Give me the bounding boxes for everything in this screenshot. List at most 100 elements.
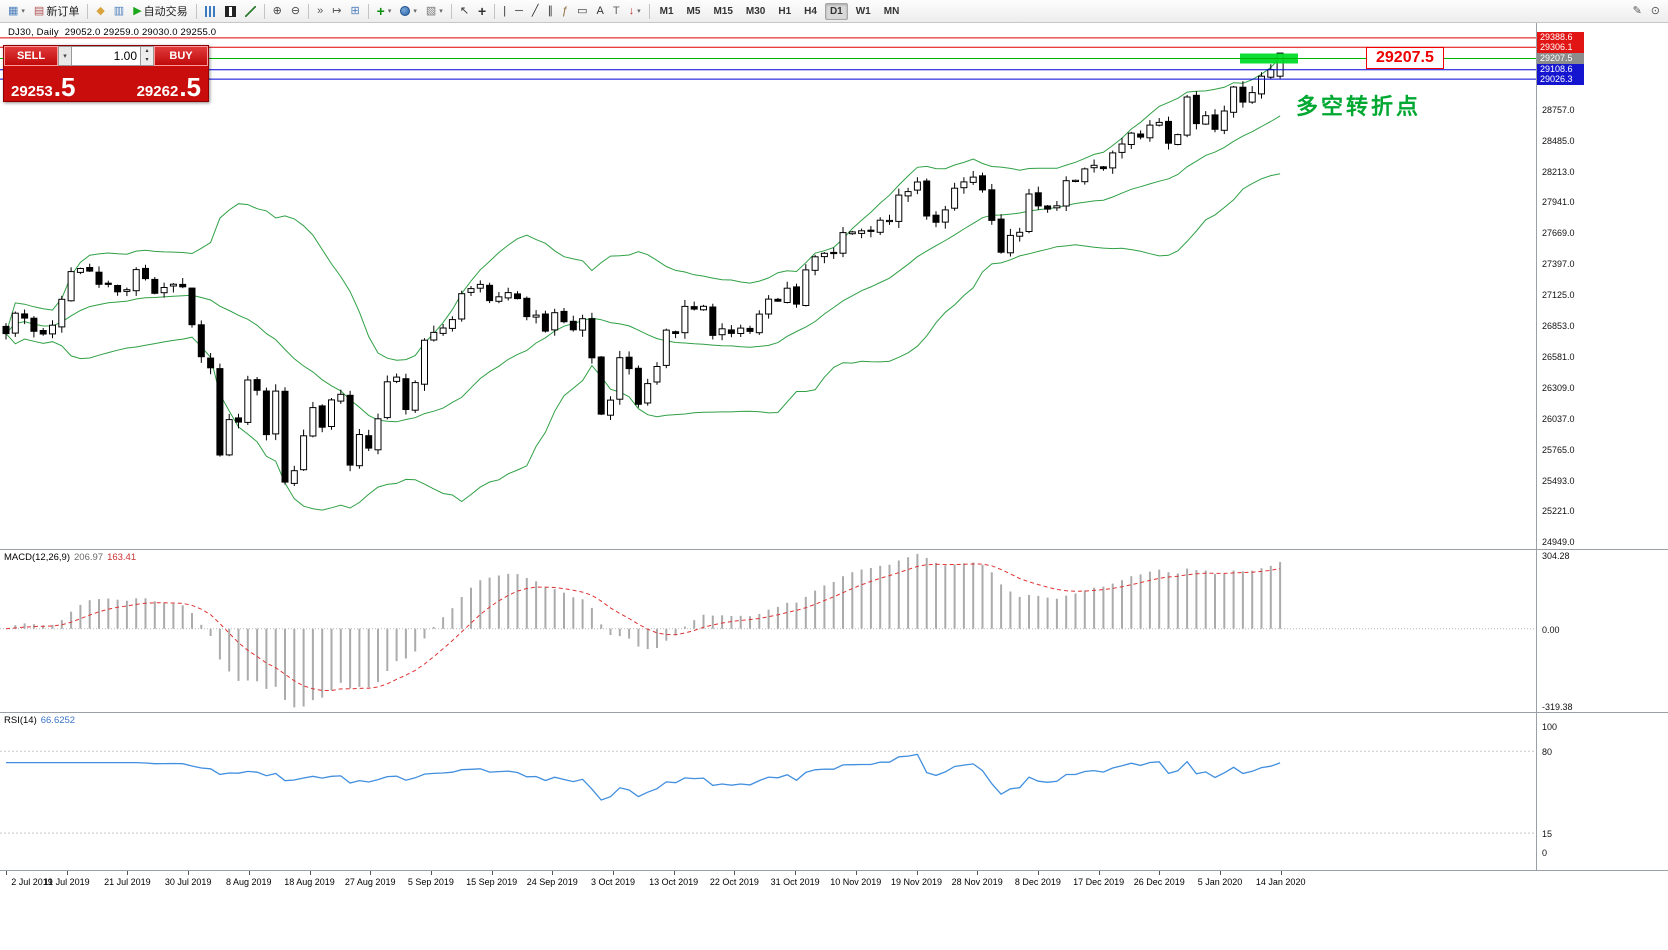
buy-price-pips: .5 <box>179 71 201 102</box>
timeframe-m5-button[interactable]: M5 <box>686 5 701 17</box>
date-tick <box>1220 871 1221 875</box>
trendline-icon[interactable]: ╱ <box>528 2 543 21</box>
chart-edit-icon[interactable]: ✎ <box>1629 2 1646 21</box>
buy-price-main: 29262 <box>136 82 179 100</box>
date-tick <box>977 871 979 875</box>
volume-stepper: ▴ ▾ <box>141 46 154 66</box>
templates-icon[interactable]: ▧ ▾ <box>422 2 447 21</box>
date-tick <box>491 871 493 875</box>
candlestick-chart-icon[interactable] <box>221 2 240 21</box>
toolbar: ▦ ▾ ▤ 新订单 ◆ ▥ ▶ 自动交易 ⊕ ⊖» ↦ ⊞ + ▾ ▾ ▧ ▾ ↖ + | ─ ╱ ∥ ƒ ▭ A T ↓ ▾ M1 M5 M… <box>0 0 1668 23</box>
chart-shift-icon: ↦ <box>332 4 342 17</box>
crosshair-icon[interactable]: + <box>474 2 490 21</box>
date-tick <box>795 871 797 875</box>
market-watch-icon[interactable]: ◆ <box>92 2 108 21</box>
date-axis-label: 10 Nov 2019 <box>830 877 882 887</box>
timeframe-w1-button[interactable]: W1 <box>855 5 871 17</box>
new-order-button: ▤ <box>33 4 45 17</box>
date-axis-label: 8 Dec 2019 <box>1014 877 1061 887</box>
label-icon[interactable]: T <box>609 2 624 21</box>
zoom-in-icon[interactable]: ⊕ <box>269 2 286 21</box>
zoom-out-icon[interactable]: ⊖ <box>287 2 304 21</box>
macd-main-value: 206.97 <box>74 552 104 563</box>
new-chart-icon[interactable]: ▦ ▾ <box>4 2 29 21</box>
price-axis-border <box>1536 23 1537 870</box>
cursor-icon[interactable]: ↖ <box>456 2 473 21</box>
date-axis-label: 11 Jul 2019 <box>43 877 90 887</box>
volume-decrease-button[interactable]: ▾ <box>141 56 153 65</box>
date-axis-label: 26 Dec 2019 <box>1133 877 1185 887</box>
date-axis-label: 5 Sep 2019 <box>407 877 454 887</box>
timeframe-h4-button[interactable]: H4 <box>804 5 817 17</box>
panel-divider[interactable] <box>0 712 1668 713</box>
text-icon[interactable]: A <box>593 2 608 21</box>
chart-search-icon[interactable]: ⊙ <box>1647 2 1664 21</box>
tile-windows-icon[interactable]: ⊞ <box>346 2 363 21</box>
timeframe-m15-button[interactable]: M15 <box>713 5 733 17</box>
autotrading-button: ▶ <box>133 4 142 17</box>
channel-icon[interactable]: ∥ <box>544 2 558 21</box>
auto-scroll-icon: » <box>317 4 324 17</box>
tile-windows-icon: ⊞ <box>350 4 360 17</box>
fibonacci-icon[interactable]: ƒ <box>558 2 572 21</box>
chart-shift-icon[interactable]: ↦ <box>328 2 345 21</box>
price-level-callout[interactable]: 29207.5 <box>1366 47 1444 69</box>
date-axis-label: 28 Nov 2019 <box>951 877 1003 887</box>
arrows-icon[interactable]: ↓ ▾ <box>625 2 645 21</box>
date-axis-label: 8 Aug 2019 <box>226 877 272 887</box>
price-axis-label: 26853.0 <box>1542 321 1575 331</box>
main-chart[interactable] <box>0 23 1536 549</box>
autotrading-button[interactable]: ▶ 自动交易 <box>129 2 191 21</box>
rsi-panel[interactable] <box>0 712 1536 870</box>
indicators-icon[interactable]: + ▾ <box>373 2 396 21</box>
rsi-axis-label: 15 <box>1542 829 1553 840</box>
vertical-line-icon: | <box>503 4 507 17</box>
timeframe-h1-button[interactable]: H1 <box>778 5 792 17</box>
timeframe-mn-button[interactable]: MN <box>883 5 900 17</box>
new-order-button-label: 新订单 <box>46 6 80 18</box>
templates-icon: ▧ <box>425 4 437 17</box>
shapes-icon[interactable]: ▭ <box>573 2 591 21</box>
new-order-button[interactable]: ▤ 新订单 <box>30 2 83 21</box>
date-axis-label: 14 Jan 2020 <box>1255 877 1306 887</box>
macd-panel[interactable] <box>0 549 1536 712</box>
data-window-icon[interactable]: ▥ <box>110 2 128 21</box>
volume-increase-button[interactable]: ▴ <box>141 47 153 56</box>
date-tick <box>552 871 554 875</box>
toolbar-separator <box>450 3 452 19</box>
date-axis-label: 24 Sep 2019 <box>526 877 578 887</box>
panel-divider[interactable] <box>0 549 1668 550</box>
date-tick <box>1098 871 1100 875</box>
date-tick <box>916 871 918 875</box>
one-click-trading-panel: SELL ▾ ▴ ▾ BUY 29253.5 29262.5 <box>3 45 209 102</box>
candlestick-chart-icon <box>224 5 236 17</box>
horizontal-line-icon[interactable]: ─ <box>511 2 527 21</box>
volume-dropdown[interactable]: ▾ <box>58 46 72 66</box>
macd-label: MACD(12,26,9) 206.97 163.41 <box>4 552 136 563</box>
timeframe-m1-button[interactable]: M1 <box>659 5 674 17</box>
turning-point-annotation[interactable]: 多空转折点 <box>1296 94 1422 119</box>
rsi-axis-label: 80 <box>1542 747 1553 758</box>
cursor-icon: ↖ <box>459 4 470 17</box>
auto-scroll-icon[interactable]: » <box>313 2 327 21</box>
line-chart-icon[interactable] <box>241 2 260 21</box>
volume-input[interactable] <box>72 46 141 66</box>
rsi-axis-label: 0 <box>1542 848 1548 858</box>
buy-button[interactable]: BUY <box>154 46 208 66</box>
chart-search-icon: ⊙ <box>1650 4 1660 17</box>
bar-chart-icon[interactable] <box>201 2 220 21</box>
indicators-icon: + <box>376 3 385 19</box>
sell-button[interactable]: SELL <box>4 46 58 66</box>
timeframe-d1-button[interactable]: D1 <box>824 2 848 20</box>
date-tick <box>188 871 190 875</box>
chart-edit-icon: ✎ <box>1632 4 1642 17</box>
toolbar-separator <box>195 3 197 19</box>
vertical-line-icon[interactable]: | <box>499 2 510 21</box>
chart-ohlc-values: 29052.0 29259.0 29030.0 29255.0 <box>64 27 217 38</box>
date-axis-label: 15 Sep 2019 <box>466 877 518 887</box>
periods-icon[interactable]: ▾ <box>396 2 421 21</box>
zoom-out-icon: ⊖ <box>290 4 301 17</box>
price-line-tag: 29108.6 <box>1537 64 1584 76</box>
timeframe-m30-button[interactable]: M30 <box>745 5 766 17</box>
